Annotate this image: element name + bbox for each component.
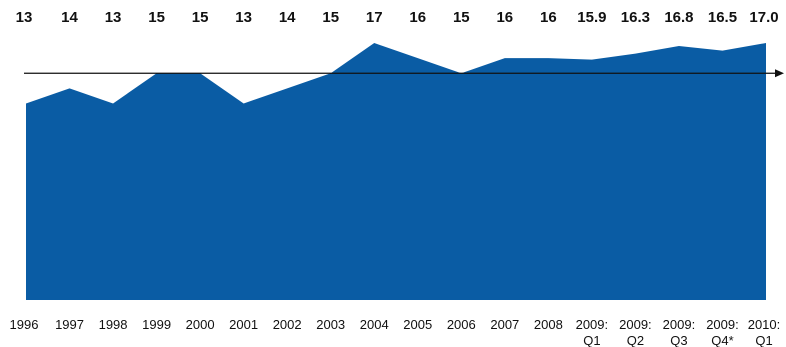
x-tick-label: 2003 xyxy=(316,317,345,332)
value-label: 13 xyxy=(16,9,33,26)
x-tick-label: Q2 xyxy=(627,333,644,347)
area-layer xyxy=(26,43,766,301)
x-tick-label: 1997 xyxy=(55,317,84,332)
x-tick-label: 2010: xyxy=(748,317,781,332)
value-labels: 13 14 13 15 15 13 14 15 17 16 15 16 16 15.9 16.3 16.8 16… xyxy=(16,9,779,26)
x-tick-label: 2005 xyxy=(403,317,432,332)
x-tick-label: 1996 xyxy=(10,317,39,332)
area-series xyxy=(26,43,766,301)
x-tick-label: Q3 xyxy=(670,333,687,347)
x-tick-label: 1998 xyxy=(99,317,128,332)
reference-line-layer xyxy=(24,69,784,78)
value-label: 15 xyxy=(322,9,339,26)
x-tick-label: 2008 xyxy=(534,317,563,332)
x-tick-label: 2006 xyxy=(447,317,476,332)
value-label: 16.5 xyxy=(708,9,737,26)
x-tick-label: 2002 xyxy=(273,317,302,332)
x-tick-label: 2009: xyxy=(619,317,652,332)
value-label: 15 xyxy=(453,9,470,26)
x-tick-label: 2000 xyxy=(186,317,215,332)
value-label: 16.3 xyxy=(621,9,650,26)
x-tick-label: Q4* xyxy=(711,333,733,347)
reference-line-arrowhead xyxy=(775,69,784,78)
value-label: 17 xyxy=(366,9,383,26)
x-tick-label: 2001 xyxy=(229,317,258,332)
value-label: 15 xyxy=(192,9,209,26)
value-label: 13 xyxy=(235,9,252,26)
value-label: 15 xyxy=(148,9,165,26)
value-label: 13 xyxy=(105,9,122,26)
value-label: 16 xyxy=(540,9,557,26)
value-label: 16.8 xyxy=(664,9,693,26)
x-tick-label: Q1 xyxy=(583,333,600,347)
x-tick-label: 1999 xyxy=(142,317,171,332)
value-label: 14 xyxy=(61,9,78,26)
value-label: 15.9 xyxy=(577,9,606,26)
value-label: 16 xyxy=(409,9,426,26)
value-label: 16 xyxy=(496,9,513,26)
x-tick-label: Q1 xyxy=(755,333,772,347)
x-tick-label: 2009: xyxy=(576,317,609,332)
x-tick-label: 2007 xyxy=(490,317,519,332)
x-axis-tick-labels: 1996 1997 1998 1999 2000 2001 2002 2003 2004 2005… xyxy=(10,317,781,347)
x-tick-label: 2009: xyxy=(706,317,739,332)
value-label: 14 xyxy=(279,9,296,26)
x-tick-label: 2004 xyxy=(360,317,389,332)
x-tick-label: 2009: xyxy=(663,317,696,332)
value-label: 17.0 xyxy=(749,9,778,26)
